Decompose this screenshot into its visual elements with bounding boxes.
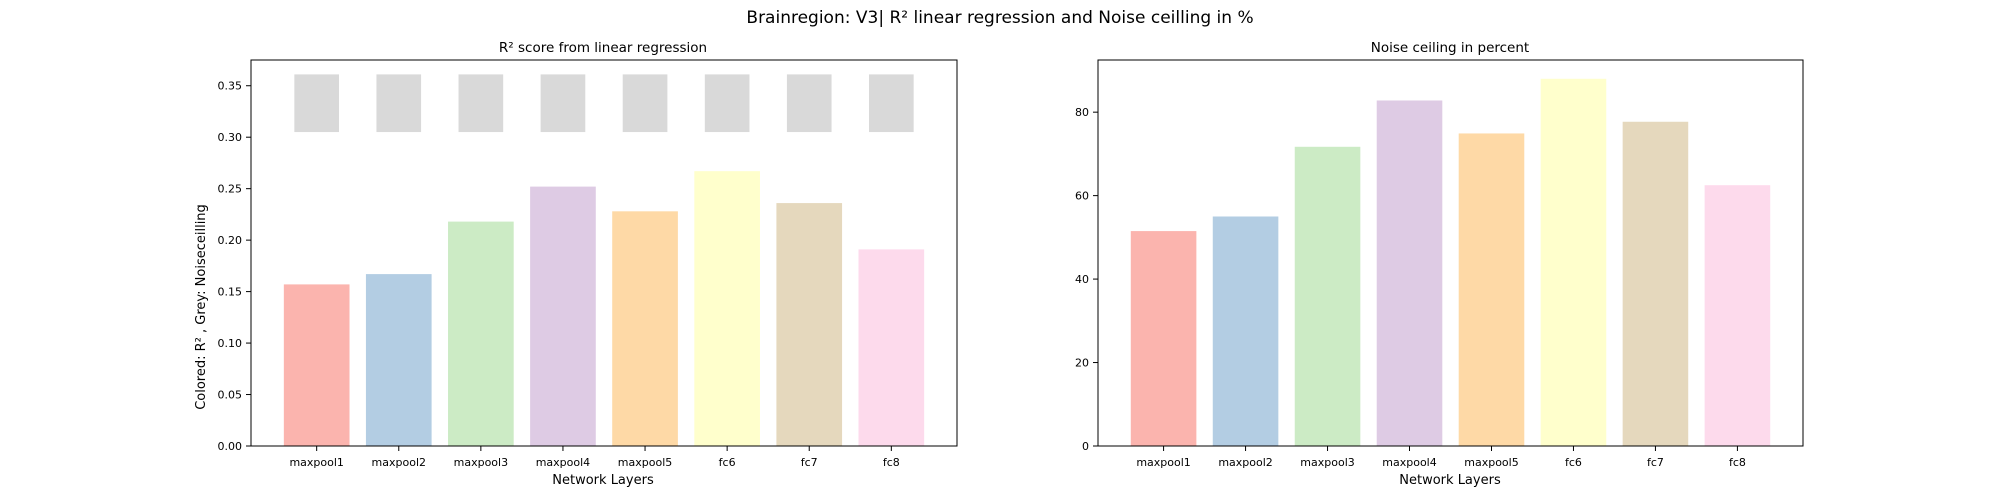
r2-y-axis-label: Colored: R² , Grey: Noiseceilling — [194, 204, 209, 410]
r2-y-tick-label: 0.15 — [218, 286, 243, 299]
noise-ceiling-bar-maxpool1 — [1130, 231, 1197, 446]
r2-noise-ceiling-marker-maxpool2 — [376, 74, 422, 133]
noise-ceiling-x-tick-label: maxpool1 — [1136, 456, 1190, 469]
r2-noise-ceiling-marker-fc7 — [786, 74, 832, 133]
r2-bar-maxpool5 — [612, 211, 678, 446]
r2-plot-area: maxpool1 maxpool2 maxpool3 maxpool4 maxpool5… — [218, 59, 958, 469]
r2-bar-fc7 — [776, 203, 843, 446]
noise-ceiling-chart-title: Noise ceiling in percent — [1371, 40, 1529, 56]
r2-noise-ceiling-marker-maxpool3 — [458, 74, 504, 133]
noise-ceiling-bar-fc7 — [1622, 121, 1689, 446]
noise-ceiling-bar-maxpool5 — [1458, 133, 1525, 446]
noise-ceiling-x-tick-label: fc6 — [1565, 456, 1582, 469]
r2-y-tick-label: 0.35 — [218, 80, 243, 93]
r2-bar-maxpool4 — [530, 186, 596, 446]
r2-noise-ceiling-marker-maxpool4 — [540, 74, 586, 133]
r2-y-tick-label: 0.25 — [218, 183, 243, 196]
noise-ceiling-x-tick-label: maxpool4 — [1382, 456, 1436, 469]
r2-chart: R² score from linear regression maxpool1… — [194, 40, 958, 488]
noise-ceiling-x-tick-label: fc7 — [1647, 456, 1664, 469]
r2-bar-fc8 — [858, 249, 925, 446]
r2-y-tick-label: 0.30 — [218, 131, 243, 144]
noise-ceiling-bar-maxpool4 — [1376, 100, 1443, 446]
r2-y-tick-label: 0.05 — [218, 389, 243, 402]
r2-bar-maxpool1 — [283, 284, 350, 446]
r2-bar-fc6 — [694, 171, 760, 446]
r2-axes-frame — [250, 59, 958, 447]
r2-y-tick-label: 0.10 — [218, 337, 243, 350]
r2-bar-maxpool3 — [448, 221, 514, 446]
r2-chart-title: R² score from linear regression — [499, 40, 707, 56]
noise-ceiling-y-tick-label: 60 — [1075, 190, 1089, 203]
r2-y-tick-label: 0.00 — [218, 440, 243, 453]
noise-ceiling-bar-maxpool2 — [1212, 216, 1279, 446]
r2-bar-maxpool2 — [365, 274, 432, 446]
noise-ceiling-bar-fc8 — [1704, 185, 1771, 446]
r2-x-tick-label: maxpool3 — [454, 456, 508, 469]
noise-ceiling-y-tick-label: 20 — [1075, 357, 1089, 370]
noise-ceiling-x-tick-label: maxpool2 — [1218, 456, 1272, 469]
noise-ceiling-y-tick-label: 0 — [1082, 440, 1089, 453]
r2-noise-ceiling-marker-fc6 — [704, 74, 750, 133]
noise-ceiling-x-tick-label: maxpool3 — [1300, 456, 1354, 469]
noise-ceiling-x-axis-label: Network Layers — [1399, 473, 1501, 488]
r2-x-tick-label: fc8 — [883, 456, 900, 469]
r2-x-tick-label: fc7 — [801, 456, 818, 469]
r2-noise-ceiling-marker-maxpool5 — [622, 74, 668, 133]
r2-x-axis-label: Network Layers — [552, 473, 654, 488]
r2-x-tick-label: maxpool4 — [536, 456, 590, 469]
noise-ceiling-plot-area: maxpool1 maxpool2 maxpool3 maxpool4 maxpool5… — [1075, 59, 1804, 469]
noise-ceiling-bar-maxpool3 — [1294, 146, 1361, 446]
noise-ceiling-x-tick-label: maxpool5 — [1464, 456, 1518, 469]
noise-ceiling-bar-fc6 — [1540, 78, 1607, 446]
r2-x-tick-label: fc6 — [719, 456, 736, 469]
r2-noise-ceiling-marker-maxpool1 — [294, 74, 340, 133]
r2-noise-ceiling-marker-fc8 — [868, 74, 914, 133]
r2-x-tick-label: maxpool1 — [289, 456, 343, 469]
figure-title: Brainregion: V3| R² linear regression an… — [746, 8, 1253, 28]
r2-x-tick-label: maxpool2 — [372, 456, 426, 469]
noise-ceiling-y-tick-label: 80 — [1075, 106, 1089, 119]
r2-x-tick-label: maxpool5 — [618, 456, 672, 469]
noise-ceiling-chart: Noise ceiling in percent maxpool1 maxpool… — [1075, 40, 1804, 488]
noise-ceiling-y-tick-label: 40 — [1075, 273, 1089, 286]
r2-y-tick-label: 0.20 — [218, 234, 243, 247]
noise-ceiling-x-tick-label: fc8 — [1729, 456, 1746, 469]
noise-ceiling-axes-frame — [1097, 59, 1804, 447]
